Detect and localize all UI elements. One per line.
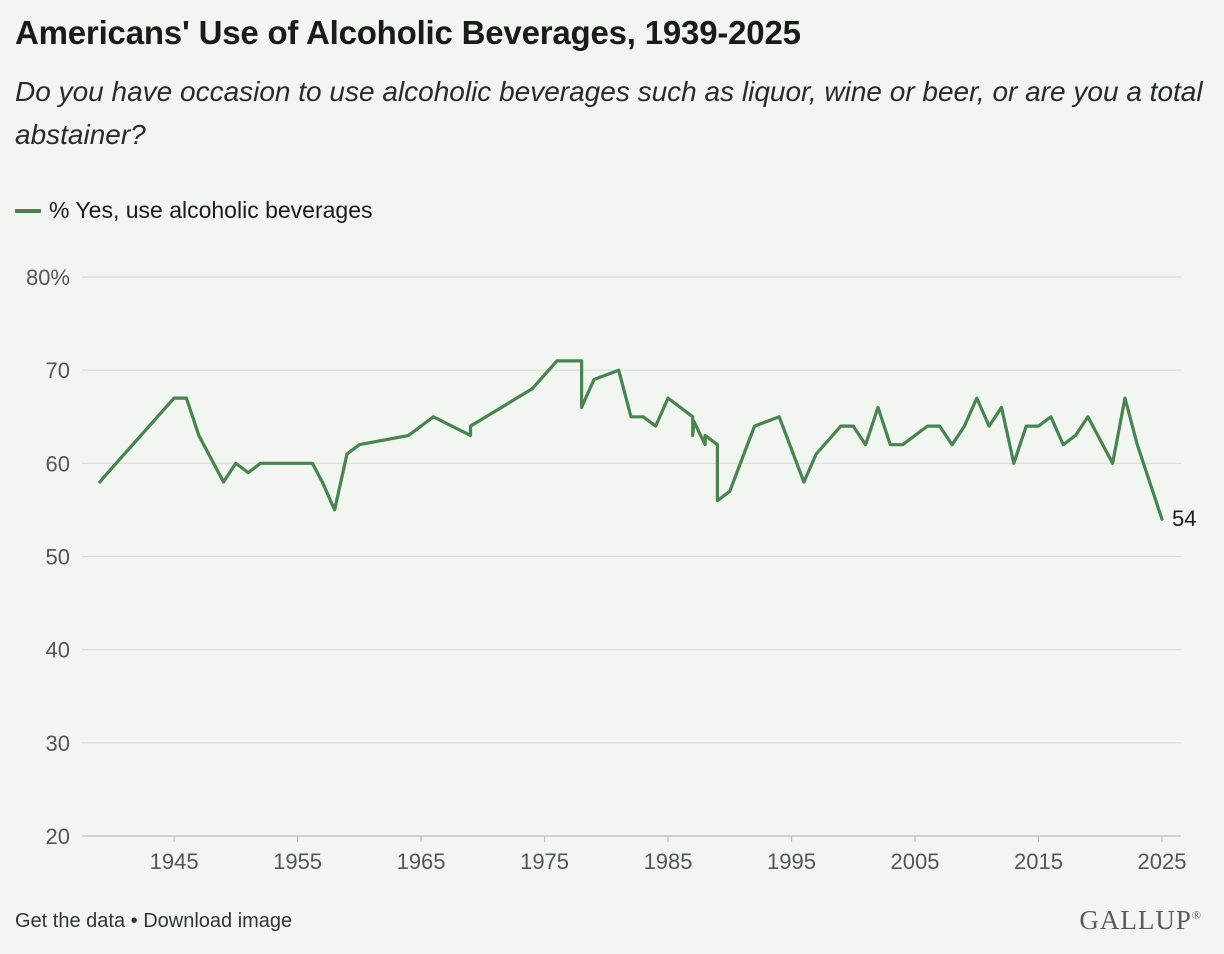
chart-legend: % Yes, use alcoholic beverages [15, 197, 373, 224]
footer: Get the data • Download image [15, 910, 292, 933]
legend-label: % Yes, use alcoholic beverages [49, 197, 373, 223]
download-image-link[interactable]: Download image [143, 910, 293, 932]
x-tick-label-1985: 1985 [644, 849, 693, 874]
x-tick-label-1995: 1995 [767, 849, 816, 874]
y-tick-label-70: 70 [46, 358, 70, 383]
y-tick-label-60: 60 [46, 451, 70, 476]
get-data-link[interactable]: Get the data [15, 910, 126, 932]
legend-swatch [15, 208, 41, 213]
footer-separator: • [125, 910, 144, 932]
x-tick-label-2005: 2005 [891, 849, 940, 874]
x-tick-label-1965: 1965 [397, 849, 446, 874]
y-tick-label-30: 30 [46, 731, 70, 756]
gallup-logo: GALLUP® [1079, 905, 1202, 935]
chart-subtitle: Do you have occasion to use alcoholic be… [15, 76, 1203, 150]
x-tick-label-1955: 1955 [273, 849, 322, 874]
x-tick-label-1975: 1975 [520, 849, 569, 874]
chart-title: Americans' Use of Alcoholic Beverages, 1… [15, 14, 801, 51]
x-tick-label-2025: 2025 [1138, 849, 1187, 874]
series-line [98, 359, 1164, 521]
y-tick-label-50: 50 [46, 545, 70, 570]
y-tick-label-20: 20 [46, 824, 70, 849]
x-tick-label-2015: 2015 [1014, 849, 1063, 874]
x-tick-label-1945: 1945 [150, 849, 199, 874]
y-tick-label-40: 40 [46, 638, 70, 663]
end-value-label: 54 [1172, 506, 1196, 531]
y-tick-label-80: 80% [26, 265, 70, 290]
